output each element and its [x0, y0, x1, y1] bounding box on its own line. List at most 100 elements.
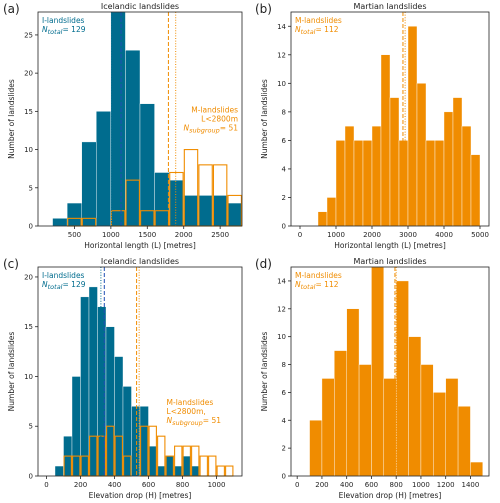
- x-tick-label: 400: [108, 481, 121, 489]
- y-tick-label: 0: [29, 473, 33, 481]
- annotation-text: Ntotal= 129: [42, 25, 86, 36]
- bar: [407, 26, 418, 227]
- bar: [445, 378, 459, 477]
- y-tick-label: 5: [29, 184, 33, 192]
- x-tick-label: 5000: [471, 231, 489, 239]
- x-tick-label: 1000: [102, 231, 120, 239]
- annotation-text: M-landslides: [167, 398, 214, 407]
- x-tick-label: 600: [365, 481, 378, 489]
- y-tick-label: 10: [24, 373, 33, 381]
- y-tick-label: 2: [282, 194, 286, 202]
- x-tick-label: 0: [44, 481, 48, 489]
- bar: [216, 465, 225, 477]
- bar: [371, 125, 382, 227]
- axes-frame: [37, 11, 243, 227]
- chart-panel-a: (a) Icelandic landslides 500 1000 1500 2000 25…: [3, 2, 243, 250]
- bar: [353, 140, 364, 227]
- bar: [371, 266, 385, 477]
- annotation-text: M-landslides: [191, 106, 238, 115]
- y-tick-label: 4: [282, 417, 287, 425]
- x-tick-label: 1500: [138, 231, 156, 239]
- bar: [335, 140, 346, 227]
- x-axis-label: Elevation drop (H) [metres]: [339, 491, 442, 500]
- bar: [434, 140, 445, 227]
- bar: [139, 103, 155, 227]
- bar: [408, 336, 422, 477]
- y-tick-label: 15: [24, 323, 33, 331]
- panel-label: (c): [3, 257, 19, 271]
- bar: [443, 111, 454, 227]
- x-tick-label: 500: [68, 231, 81, 239]
- annotation-text: M-landslides: [295, 271, 342, 280]
- x-tick-label: 200: [315, 481, 328, 489]
- bar: [54, 465, 64, 477]
- bar: [398, 140, 409, 227]
- x-tick-label: 2500: [211, 231, 229, 239]
- x-tick-label: 1200: [437, 481, 455, 489]
- annotation-text: Ntotal= 129: [42, 280, 86, 291]
- bar: [110, 11, 126, 227]
- chart-title: Martian landslides: [353, 2, 426, 11]
- x-tick-label: 1400: [462, 481, 480, 489]
- y-axis-label: Number of landslides: [7, 79, 16, 159]
- y-tick-label: 0: [29, 223, 33, 231]
- bar: [105, 326, 115, 477]
- bar: [457, 406, 471, 477]
- y-tick-label: 20: [24, 70, 33, 78]
- annotation-text: Nsubgroup= 51: [167, 416, 222, 427]
- bar: [420, 364, 434, 477]
- x-tick-label: 800: [390, 481, 403, 489]
- x-tick-label: 1000: [412, 481, 430, 489]
- bar: [317, 211, 328, 227]
- y-tick-label: 10: [277, 333, 286, 341]
- bar: [225, 465, 234, 477]
- y-tick-label: 2: [282, 445, 286, 453]
- bar: [470, 154, 481, 227]
- y-axis-label: Number of landslides: [7, 332, 16, 412]
- y-tick-label: 6: [282, 389, 287, 397]
- y-tick-label: 12: [277, 305, 286, 313]
- x-tick-label: 800: [176, 481, 189, 489]
- bar: [148, 445, 158, 477]
- y-tick-label: 6: [282, 137, 287, 145]
- y-tick-label: 10: [277, 80, 286, 88]
- y-tick-label: 8: [282, 108, 286, 116]
- x-tick-label: 400: [340, 481, 353, 489]
- annotation-text: I-landslides: [42, 16, 85, 25]
- bar: [199, 455, 208, 477]
- y-tick-label: 0: [282, 223, 286, 231]
- y-tick-label: 0: [282, 473, 286, 481]
- x-tick-label: 4000: [435, 231, 453, 239]
- y-tick-label: 5: [29, 423, 33, 431]
- chart-title: Icelandic landslides: [101, 257, 179, 266]
- bar: [461, 125, 472, 227]
- axes-frame: [290, 266, 490, 477]
- bar: [321, 378, 335, 477]
- chart-title: Martian landslides: [353, 257, 426, 266]
- annotation-text: M-landslides: [295, 16, 342, 25]
- bar: [208, 455, 217, 477]
- bar: [334, 350, 347, 477]
- chart-title: Icelandic landslides: [101, 2, 179, 11]
- bar: [139, 406, 149, 477]
- bar: [81, 141, 97, 227]
- y-tick-label: 4: [282, 165, 287, 173]
- annotation-text: L<2800m,: [167, 407, 206, 416]
- x-tick-label: 0: [298, 231, 302, 239]
- bar: [156, 465, 166, 477]
- bar: [88, 286, 98, 477]
- bar: [165, 455, 175, 477]
- bar: [425, 140, 436, 227]
- series-i-landslides-filled: [52, 11, 243, 227]
- x-tick-label: 200: [74, 481, 87, 489]
- bar: [183, 195, 199, 227]
- y-tick-label: 15: [24, 108, 33, 116]
- bar: [452, 97, 463, 227]
- bar: [154, 172, 170, 227]
- x-tick-label: 600: [142, 481, 155, 489]
- annotation-text: Nsubgroup= 51: [184, 124, 239, 135]
- x-tick-label: 2000: [175, 231, 193, 239]
- bar: [358, 364, 372, 477]
- bar: [52, 218, 68, 227]
